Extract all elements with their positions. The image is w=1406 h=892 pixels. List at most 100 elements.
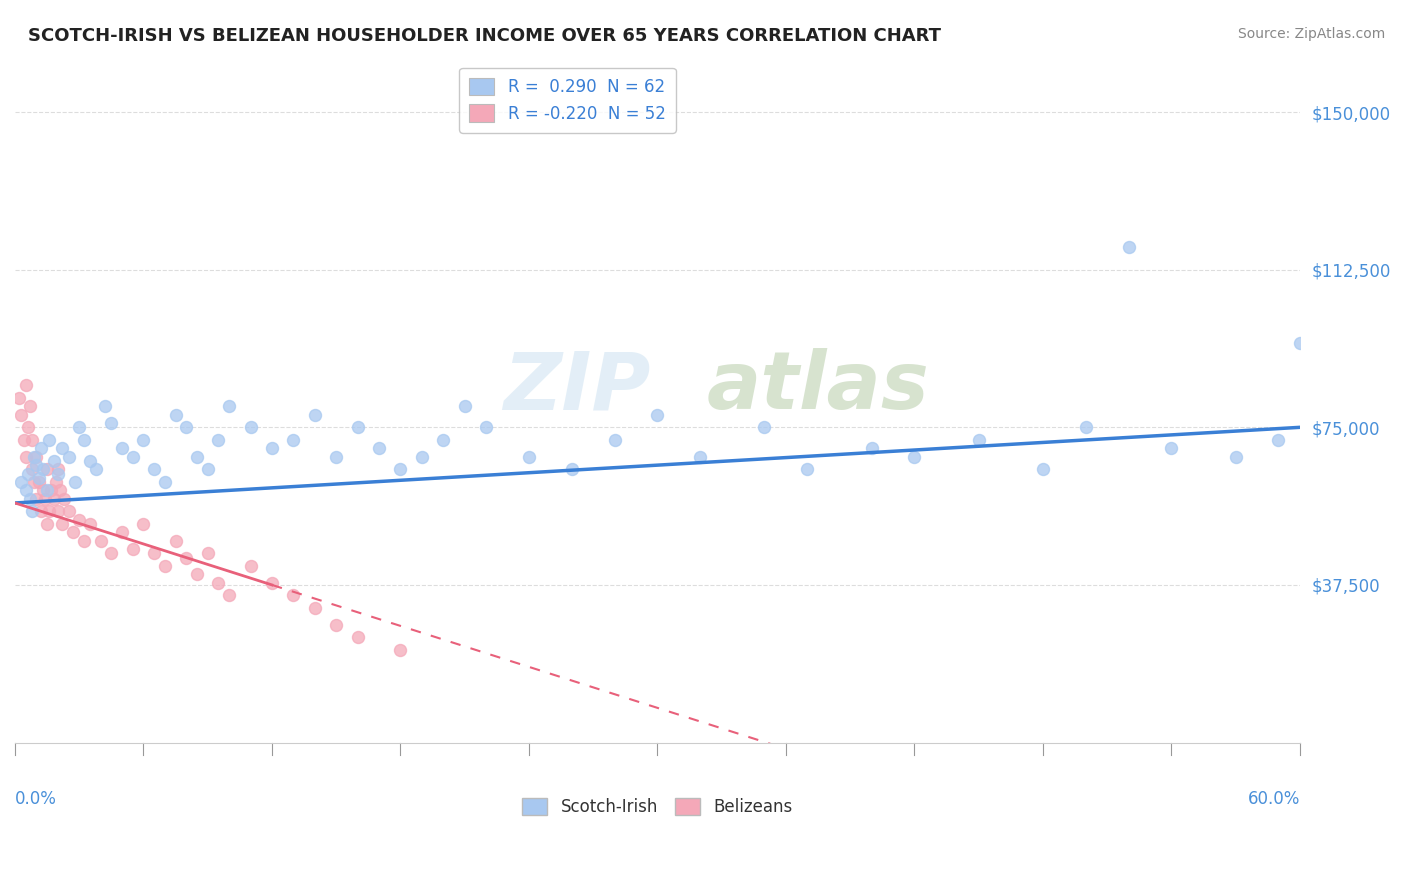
Point: [165, 408, 187, 422]
Point: [31, 462, 53, 476]
Point: [46, 462, 69, 476]
Point: [79, 516, 101, 531]
Point: [283, 433, 305, 447]
Point: [860, 442, 883, 456]
Point: [1118, 239, 1140, 253]
Point: [21, 504, 44, 518]
Point: [121, 542, 143, 557]
Point: [63, 475, 86, 489]
Point: [207, 433, 229, 447]
Text: Source: ZipAtlas.com: Source: ZipAtlas.com: [1237, 27, 1385, 41]
Text: atlas: atlas: [706, 349, 929, 426]
Point: [58, 450, 80, 464]
Point: [186, 450, 208, 464]
Point: [86, 462, 108, 476]
Point: [111, 525, 134, 540]
Point: [153, 559, 176, 574]
Point: [475, 420, 498, 434]
Point: [176, 420, 198, 434]
Point: [389, 643, 412, 657]
Point: [689, 450, 711, 464]
Text: SCOTCH-IRISH VS BELIZEAN HOUSEHOLDER INCOME OVER 65 YEARS CORRELATION CHART: SCOTCH-IRISH VS BELIZEAN HOUSEHOLDER INC…: [28, 27, 941, 45]
Point: [260, 442, 283, 456]
Point: [18, 400, 41, 414]
Point: [260, 575, 283, 590]
Point: [165, 533, 187, 548]
Point: [38, 433, 60, 447]
Point: [14, 378, 37, 392]
Point: [22, 450, 45, 464]
Point: [21, 462, 44, 476]
Point: [603, 433, 626, 447]
Point: [34, 491, 56, 506]
Point: [143, 546, 166, 560]
Point: [14, 450, 37, 464]
Point: [62, 525, 84, 540]
Point: [218, 400, 240, 414]
Point: [197, 546, 219, 560]
Point: [207, 575, 229, 590]
Point: [67, 420, 90, 434]
Point: [1267, 433, 1289, 447]
Text: ZIP: ZIP: [503, 349, 651, 426]
Point: [325, 450, 347, 464]
Point: [368, 442, 391, 456]
Legend: Scotch-Irish, Belizeans: Scotch-Irish, Belizeans: [516, 791, 799, 823]
Point: [90, 533, 112, 548]
Point: [46, 504, 69, 518]
Point: [37, 516, 59, 531]
Point: [389, 462, 412, 476]
Point: [561, 462, 583, 476]
Point: [45, 475, 67, 489]
Point: [100, 546, 122, 560]
Point: [111, 442, 134, 456]
Point: [304, 601, 326, 615]
Point: [51, 516, 73, 531]
Point: [346, 420, 368, 434]
Point: [27, 475, 49, 489]
Point: [18, 491, 41, 506]
Point: [432, 433, 454, 447]
Point: [517, 450, 540, 464]
Point: [283, 589, 305, 603]
Point: [27, 471, 49, 485]
Point: [346, 631, 368, 645]
Point: [31, 483, 53, 498]
Point: [79, 454, 101, 468]
Point: [42, 491, 65, 506]
Point: [647, 408, 669, 422]
Point: [51, 442, 73, 456]
Point: [143, 462, 166, 476]
Point: [8, 391, 31, 405]
Point: [121, 450, 143, 464]
Point: [1288, 336, 1310, 351]
Point: [25, 458, 48, 472]
Point: [72, 533, 94, 548]
Point: [49, 483, 72, 498]
Point: [10, 475, 32, 489]
Text: 0.0%: 0.0%: [15, 790, 56, 808]
Point: [14, 483, 37, 498]
Point: [132, 516, 155, 531]
Point: [411, 450, 433, 464]
Point: [239, 559, 262, 574]
Point: [754, 420, 776, 434]
Point: [197, 462, 219, 476]
Point: [304, 408, 326, 422]
Point: [1074, 420, 1097, 434]
Text: 60.0%: 60.0%: [1247, 790, 1299, 808]
Point: [132, 433, 155, 447]
Point: [17, 467, 39, 481]
Point: [37, 483, 59, 498]
Point: [42, 454, 65, 468]
Point: [967, 433, 990, 447]
Point: [17, 420, 39, 434]
Point: [176, 550, 198, 565]
Point: [454, 400, 477, 414]
Point: [100, 416, 122, 430]
Point: [30, 504, 52, 518]
Point: [1032, 462, 1054, 476]
Point: [94, 400, 117, 414]
Point: [218, 589, 240, 603]
Point: [325, 618, 347, 632]
